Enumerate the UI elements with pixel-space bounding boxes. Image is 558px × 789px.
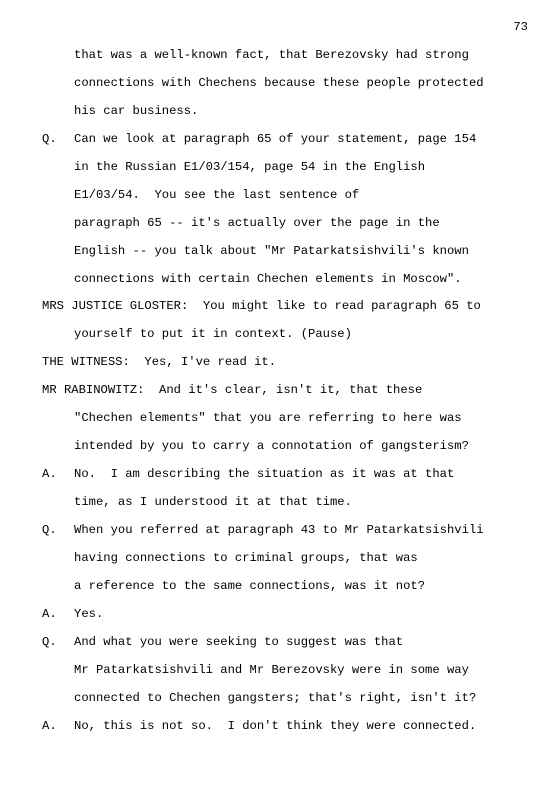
transcript-line: MR RABINOWITZ: And it's clear, isn't it,… bbox=[42, 377, 516, 405]
transcript-line: intended by you to carry a connotation o… bbox=[42, 433, 516, 461]
transcript-line: his car business. bbox=[42, 98, 516, 126]
line-text: yourself to put it in context. (Pause) bbox=[74, 321, 516, 349]
line-text: E1/03/54. You see the last sentence of bbox=[74, 182, 516, 210]
line-text: MR RABINOWITZ: And it's clear, isn't it,… bbox=[42, 377, 516, 405]
speaker-label bbox=[42, 657, 74, 685]
page-number: 73 bbox=[513, 14, 528, 42]
line-text: connected to Chechen gangsters; that's r… bbox=[74, 685, 516, 713]
line-text: When you referred at paragraph 43 to Mr … bbox=[74, 517, 516, 545]
speaker-label bbox=[42, 266, 74, 294]
line-text: English -- you talk about "Mr Patarkatsi… bbox=[74, 238, 516, 266]
speaker-label: A. bbox=[42, 461, 74, 489]
transcript-line: English -- you talk about "Mr Patarkatsi… bbox=[42, 238, 516, 266]
line-text: connections with certain Chechen element… bbox=[74, 266, 516, 294]
transcript-line: "Chechen elements" that you are referrin… bbox=[42, 405, 516, 433]
transcript-line: that was a well-known fact, that Berezov… bbox=[42, 42, 516, 70]
speaker-label bbox=[42, 182, 74, 210]
transcript-line: MRS JUSTICE GLOSTER: You might like to r… bbox=[42, 293, 516, 321]
transcript-line: Mr Patarkatsishvili and Mr Berezovsky we… bbox=[42, 657, 516, 685]
speaker-label bbox=[42, 154, 74, 182]
speaker-label bbox=[42, 405, 74, 433]
line-text: connections with Chechens because these … bbox=[74, 70, 516, 98]
line-text: a reference to the same connections, was… bbox=[74, 573, 516, 601]
transcript-line: in the Russian E1/03/154, page 54 in the… bbox=[42, 154, 516, 182]
speaker-label bbox=[42, 98, 74, 126]
transcript-line: having connections to criminal groups, t… bbox=[42, 545, 516, 573]
speaker-label bbox=[42, 42, 74, 70]
line-text: And what you were seeking to suggest was… bbox=[74, 629, 516, 657]
speaker-label bbox=[42, 70, 74, 98]
speaker-label bbox=[42, 489, 74, 517]
line-text: time, as I understood it at that time. bbox=[74, 489, 516, 517]
transcript-line: A.No, this is not so. I don't think they… bbox=[42, 713, 516, 741]
transcript-line: E1/03/54. You see the last sentence of bbox=[42, 182, 516, 210]
speaker-label: A. bbox=[42, 601, 74, 629]
transcript-line: Q.Can we look at paragraph 65 of your st… bbox=[42, 126, 516, 154]
transcript-line: connections with Chechens because these … bbox=[42, 70, 516, 98]
transcript-line: A.No. I am describing the situation as i… bbox=[42, 461, 516, 489]
speaker-label: Q. bbox=[42, 629, 74, 657]
line-text: his car business. bbox=[74, 98, 516, 126]
transcript-line: time, as I understood it at that time. bbox=[42, 489, 516, 517]
line-text: No, this is not so. I don't think they w… bbox=[74, 713, 516, 741]
line-text: "Chechen elements" that you are referrin… bbox=[74, 405, 516, 433]
line-text: paragraph 65 -- it's actually over the p… bbox=[74, 210, 516, 238]
line-text: Yes. bbox=[74, 601, 516, 629]
transcript-line: Q.When you referred at paragraph 43 to M… bbox=[42, 517, 516, 545]
speaker-label: Q. bbox=[42, 126, 74, 154]
speaker-label bbox=[42, 573, 74, 601]
transcript-line: connections with certain Chechen element… bbox=[42, 266, 516, 294]
line-text: in the Russian E1/03/154, page 54 in the… bbox=[74, 154, 516, 182]
speaker-label bbox=[42, 545, 74, 573]
speaker-label bbox=[42, 210, 74, 238]
transcript-line: A.Yes. bbox=[42, 601, 516, 629]
line-text: intended by you to carry a connotation o… bbox=[74, 433, 516, 461]
transcript-line: Q.And what you were seeking to suggest w… bbox=[42, 629, 516, 657]
transcript-line: paragraph 65 -- it's actually over the p… bbox=[42, 210, 516, 238]
line-text: MRS JUSTICE GLOSTER: You might like to r… bbox=[42, 293, 516, 321]
transcript-line: yourself to put it in context. (Pause) bbox=[42, 321, 516, 349]
speaker-label bbox=[42, 238, 74, 266]
transcript-line: a reference to the same connections, was… bbox=[42, 573, 516, 601]
transcript-page: 73 that was a well-known fact, that Bere… bbox=[0, 0, 558, 789]
transcript-line: connected to Chechen gangsters; that's r… bbox=[42, 685, 516, 713]
line-text: Can we look at paragraph 65 of your stat… bbox=[74, 126, 516, 154]
speaker-label bbox=[42, 685, 74, 713]
transcript-line: THE WITNESS: Yes, I've read it. bbox=[42, 349, 516, 377]
transcript-body: that was a well-known fact, that Berezov… bbox=[42, 42, 516, 740]
line-text: having connections to criminal groups, t… bbox=[74, 545, 516, 573]
speaker-label bbox=[42, 433, 74, 461]
speaker-label: A. bbox=[42, 713, 74, 741]
line-text: THE WITNESS: Yes, I've read it. bbox=[42, 349, 516, 377]
line-text: that was a well-known fact, that Berezov… bbox=[74, 42, 516, 70]
speaker-label bbox=[42, 321, 74, 349]
line-text: Mr Patarkatsishvili and Mr Berezovsky we… bbox=[74, 657, 516, 685]
line-text: No. I am describing the situation as it … bbox=[74, 461, 516, 489]
speaker-label: Q. bbox=[42, 517, 74, 545]
